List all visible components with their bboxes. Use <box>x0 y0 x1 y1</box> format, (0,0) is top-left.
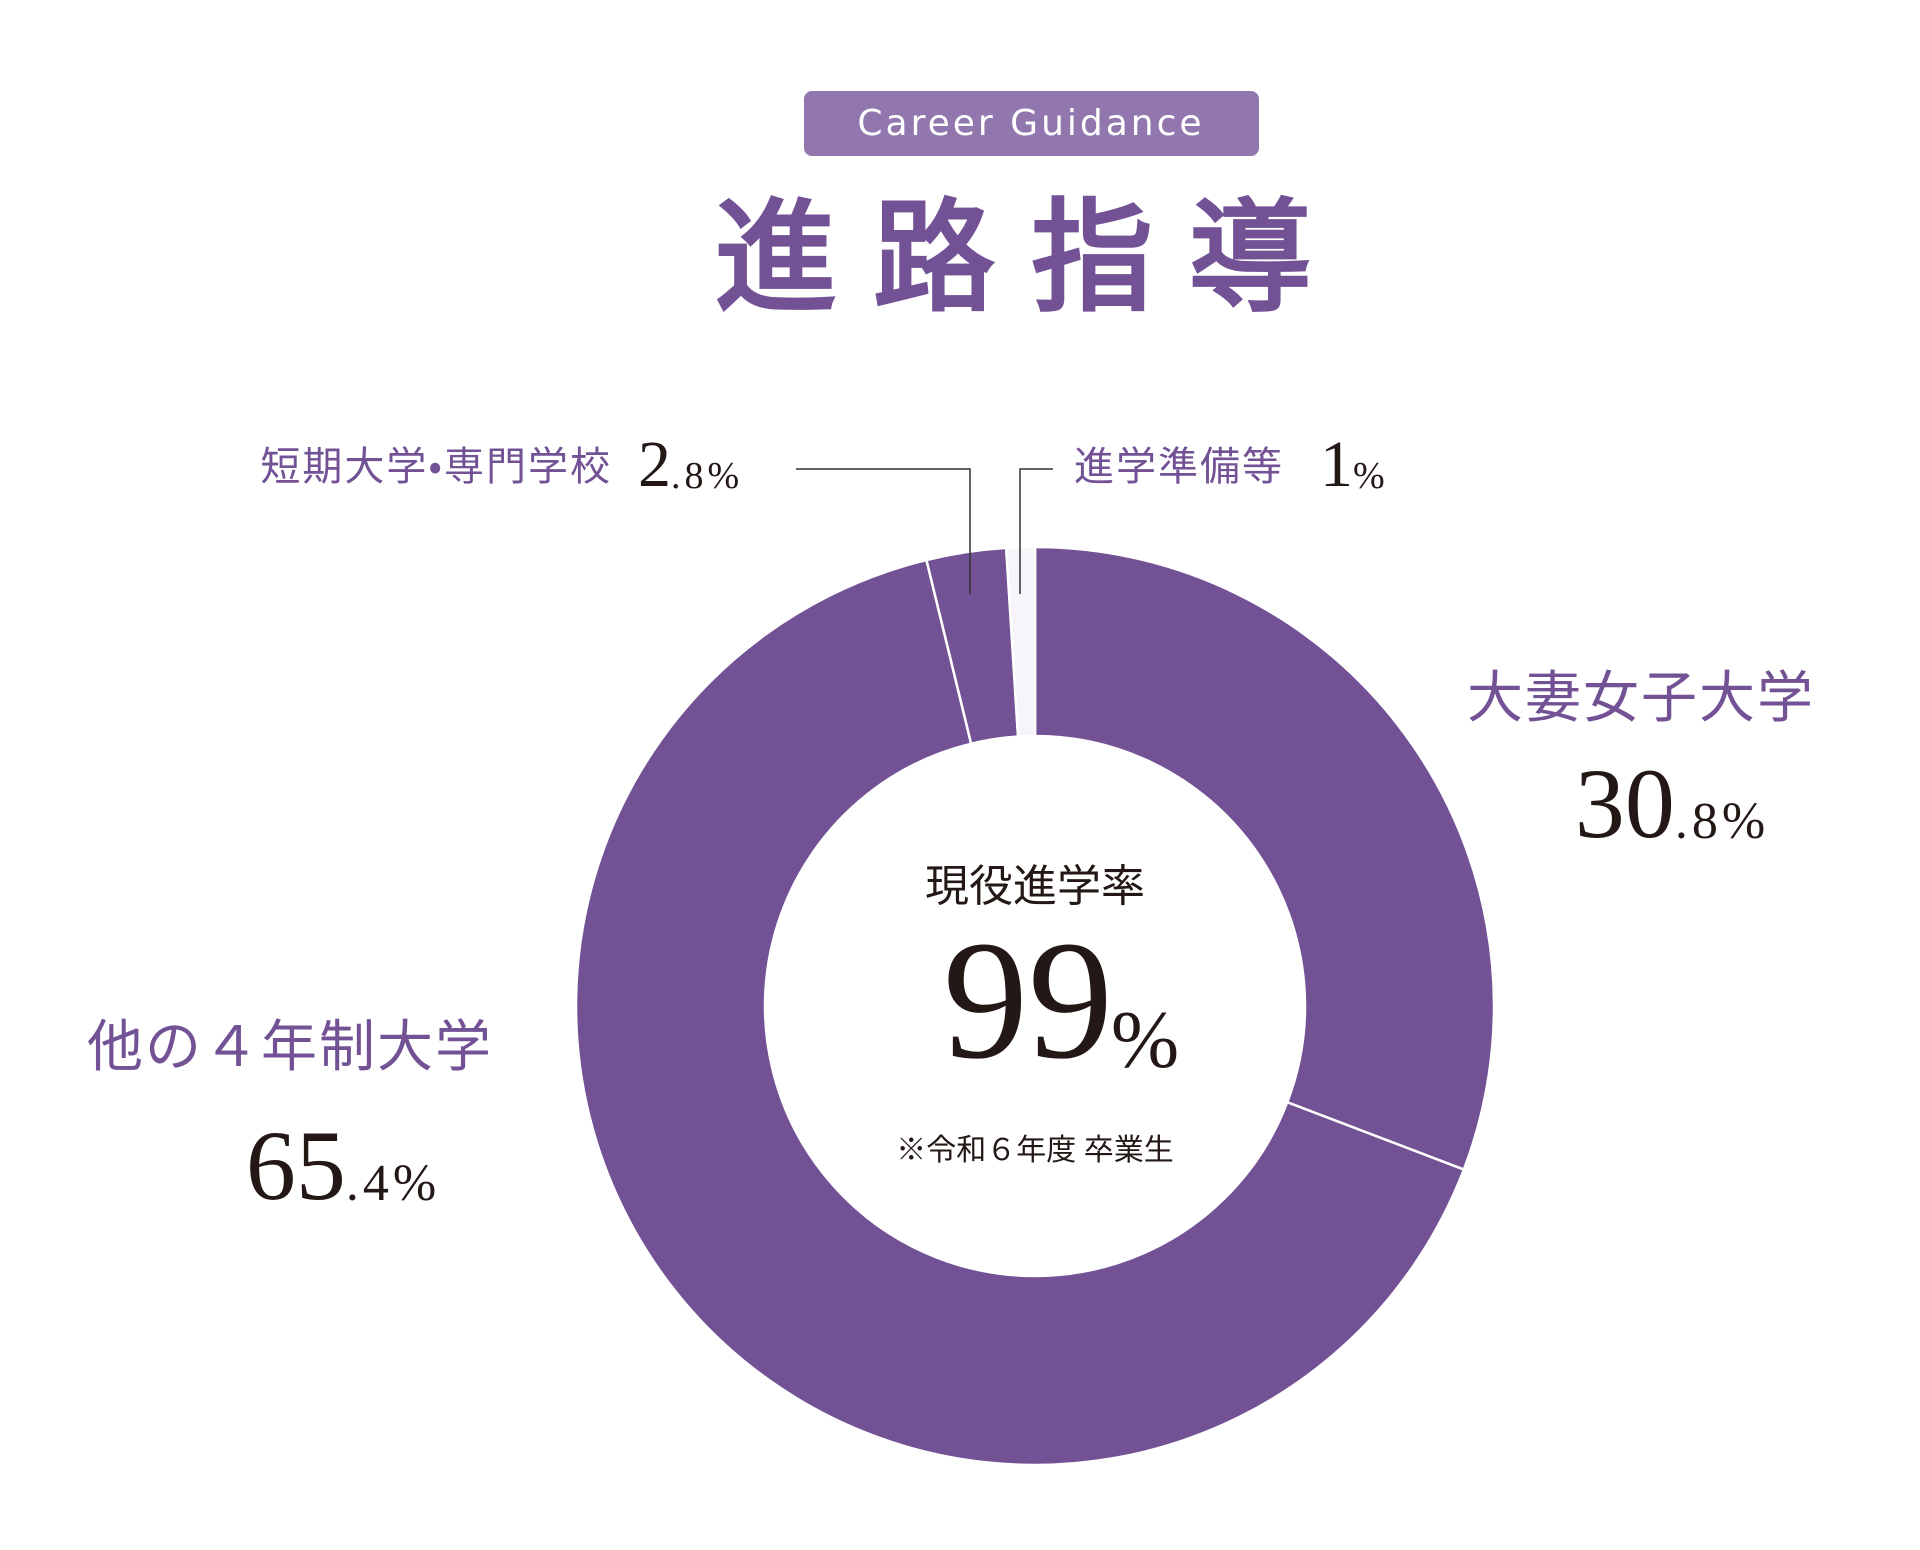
chart-title: 進路指導 <box>715 192 1347 327</box>
note: ※令和６年度 卒業生 <box>896 1134 1174 1167</box>
center-label: 現役進学率 <box>925 862 1145 911</box>
value-label: 1% <box>1320 428 1389 501</box>
badge-bg <box>804 91 1259 156</box>
donut-slice <box>574 558 1466 1467</box>
value-label: 30.8% <box>1575 748 1769 859</box>
category-label: 大妻女子大学 <box>1467 668 1815 730</box>
category-label: 他の４年制大学 <box>87 1017 493 1079</box>
badge: Career Guidance <box>857 103 1204 144</box>
category-label: 進学準備等 <box>1074 444 1284 489</box>
center-value: 99 <box>943 906 1113 1094</box>
value-label: 2.8% <box>638 428 743 501</box>
value-label: 65.4% <box>246 1110 440 1221</box>
donut-slice <box>1004 545 1037 738</box>
leader-line <box>796 468 971 594</box>
center-unit: % <box>1111 994 1179 1085</box>
category-label: 短期大学・専門学校 <box>260 444 612 489</box>
leader-line <box>1019 468 1053 594</box>
donut <box>574 545 1496 1467</box>
donut-slice <box>1033 545 1496 1172</box>
